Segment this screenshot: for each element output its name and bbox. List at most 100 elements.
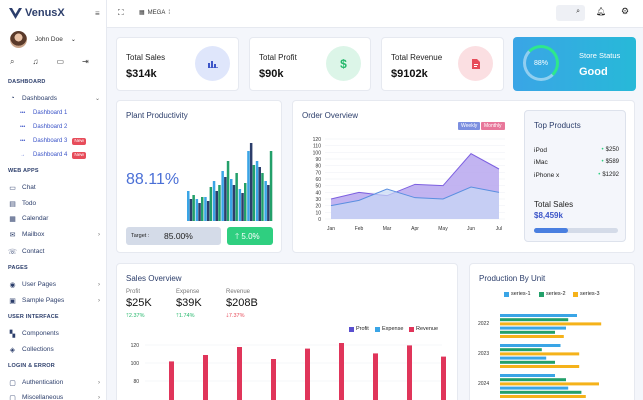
- sidebar-subitem-dashboard-3[interactable]: ••• Dashboard 3 New: [20, 136, 86, 146]
- topbar: ⛶ ▦ MEGA ⁞ ⌕ 🔔︎ ⚙: [107, 0, 643, 28]
- revenue-bar: [271, 359, 276, 400]
- production-bar: [500, 382, 599, 386]
- plant-bar: [241, 193, 244, 221]
- plant-bar: [212, 181, 216, 221]
- sidebar-item-dashboards[interactable]: ◔ Dashboards ⌄: [8, 93, 100, 104]
- sidebar-subitem-dashboard-2[interactable]: ••• Dashboard 2: [20, 122, 67, 132]
- collections-icon: ◈: [9, 346, 16, 354]
- sidebar-item-sample-pages[interactable]: ▣ Sample Pages ›: [8, 295, 100, 306]
- card-title: Plant Productivity: [126, 111, 188, 120]
- production-bar: [500, 352, 580, 356]
- revenue-value: $208B: [226, 297, 258, 309]
- legend-profit[interactable]: Profit: [349, 326, 369, 332]
- notification-bell-icon[interactable]: 🔔︎: [596, 7, 607, 16]
- weekly-button[interactable]: Weekly: [458, 122, 481, 130]
- dot-icon: •: [598, 172, 601, 178]
- sidebar-subitem-dashboard-1[interactable]: ••• Dashboard 1: [20, 108, 67, 118]
- sidebar-subitem-label: Dashboard 4: [33, 152, 68, 158]
- production-bar: [500, 356, 547, 360]
- search-icon[interactable]: ⌕: [10, 57, 15, 66]
- dot-icon: •: [601, 159, 604, 165]
- production-bar: [500, 365, 580, 368]
- authentication-icon: ▢: [9, 379, 16, 387]
- search-input[interactable]: ⌕: [556, 5, 585, 21]
- production-bar: [500, 335, 564, 338]
- logout-icon[interactable]: ⇥: [82, 57, 89, 66]
- calendar-icon: ▦: [9, 215, 16, 223]
- dots-icon: •••: [20, 110, 26, 116]
- x-tick-label: May: [438, 226, 448, 232]
- fullscreen-icon[interactable]: ⛶: [118, 8, 124, 17]
- bell-icon[interactable]: ♫: [32, 57, 39, 66]
- sidebar-item-collections[interactable]: ◈ Collections: [8, 344, 100, 355]
- product-name: iPhone x: [534, 172, 560, 179]
- stat-label: Total Revenue: [391, 53, 443, 62]
- product-price: $589: [605, 159, 619, 165]
- production-bar: [500, 374, 555, 377]
- line-series-1: [330, 153, 500, 200]
- profit-label: Profit: [126, 289, 141, 295]
- sidebar-item-mailbox[interactable]: ✉ Mailbox ›: [8, 229, 100, 240]
- sidebar-item-chat[interactable]: ▭ Chat: [8, 182, 100, 193]
- target-box: Target : 85.00%: [126, 227, 221, 245]
- store-progress-ring: 88%: [523, 45, 559, 81]
- sidebar-item-calendar[interactable]: ▦ Calendar: [8, 213, 100, 224]
- menu-toggle-icon[interactable]: ≡: [95, 9, 100, 18]
- settings-gear-icon[interactable]: ⚙: [621, 6, 630, 16]
- sidebar-item-authentication[interactable]: ▢ Authentication ›: [8, 377, 100, 388]
- legend-series-3[interactable]: series-3: [573, 291, 600, 297]
- legend-revenue[interactable]: Revenue: [409, 326, 438, 332]
- production-bar: [500, 378, 566, 382]
- user-profile[interactable]: John Doe ⌄: [10, 31, 76, 48]
- expense-label: Expense: [176, 289, 200, 295]
- sidebar: VenusX ≡ John Doe ⌄ ⌕ ♫ ▭ ⇥ DASHBOARD WEB…: [0, 0, 107, 400]
- user-pages-icon: ◉: [9, 281, 16, 289]
- product-name: iMac: [534, 159, 548, 166]
- legend-series-1[interactable]: series-1: [504, 291, 531, 297]
- revenue-bar: [407, 345, 412, 400]
- plant-bar: [258, 167, 261, 221]
- top-products-title: Top Products: [534, 121, 581, 130]
- mega-menu[interactable]: ▦ MEGA ⁞: [139, 9, 171, 17]
- plant-bar: [267, 185, 270, 221]
- plant-bar: [201, 197, 204, 221]
- sidebar-subitem-dashboard-4[interactable]: → Dashboard 4 New: [20, 150, 86, 160]
- store-status: Good: [579, 66, 608, 78]
- plant-bar-chart: [187, 143, 273, 221]
- revenue-bar: [237, 347, 242, 400]
- sidebar-section-label: PAGES: [8, 265, 28, 271]
- y-tick-label: 70: [315, 170, 321, 176]
- legend-series-2[interactable]: series-2: [539, 291, 566, 297]
- production-bar: [500, 390, 582, 394]
- sidebar-item-user-pages[interactable]: ◉ User Pages ›: [8, 279, 100, 290]
- y-tick-label: 20: [315, 204, 321, 210]
- x-tick-label: Mar: [383, 226, 392, 232]
- production-bar: [500, 348, 542, 352]
- sidebar-item-label: Calendar: [22, 215, 49, 222]
- production-bar: [500, 360, 555, 364]
- stat-label: Total Sales: [126, 53, 166, 62]
- brand[interactable]: VenusX: [9, 7, 65, 19]
- dots-icon: •••: [20, 124, 26, 130]
- sidebar-item-components[interactable]: ▚ Components: [8, 328, 100, 339]
- sidebar-subitem-label: Dashboard 1: [33, 110, 68, 116]
- brand-name: VenusX: [25, 7, 65, 19]
- new-badge: New: [72, 151, 86, 159]
- arrow-up-icon: 🡑: [235, 232, 242, 241]
- monthly-button[interactable]: Monthly: [481, 122, 505, 130]
- sidebar-item-todo[interactable]: ▤ Todo: [8, 198, 100, 209]
- chevron-icon: ⌄: [94, 96, 100, 102]
- x-tick-label: Apr: [411, 226, 419, 232]
- message-icon[interactable]: ▭: [56, 57, 65, 66]
- y-tick-label: 60: [315, 177, 321, 183]
- store-title: Store Status: [579, 51, 621, 60]
- sidebar-item-miscellaneous[interactable]: ▢ Miscellaneous ›: [8, 392, 100, 400]
- card-title: Production By Unit: [479, 274, 546, 283]
- y-tick-label: 2023: [478, 351, 489, 357]
- sidebar-subitem-label: Dashboard 2: [33, 124, 68, 130]
- chevron-icon: ›: [98, 281, 100, 288]
- chevron-icon: ›: [98, 297, 100, 304]
- revenue-bar: [441, 356, 446, 400]
- legend-expense[interactable]: Expense: [375, 326, 403, 332]
- sidebar-item-contact[interactable]: ☏ Contact: [8, 246, 100, 257]
